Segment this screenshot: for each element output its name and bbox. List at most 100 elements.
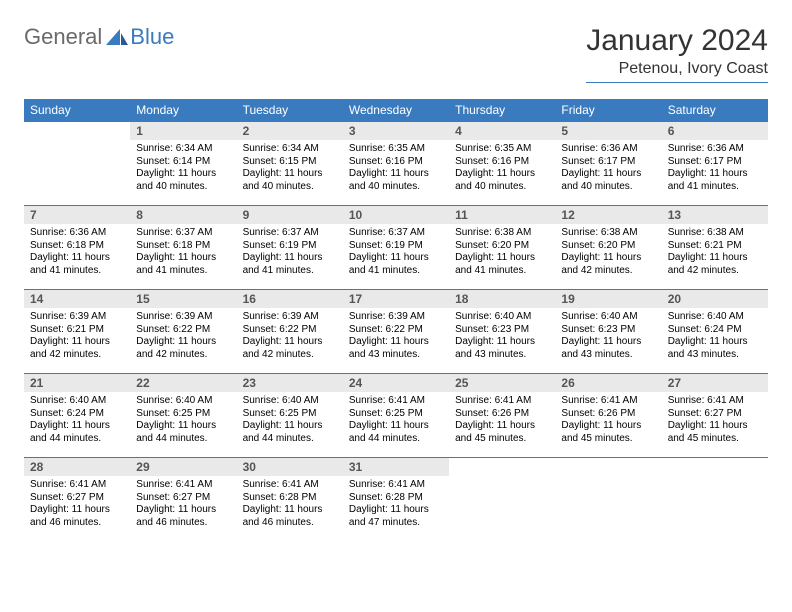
header: General Blue January 2024 Petenou, Ivory… [24, 24, 768, 83]
calendar-cell: 11Sunrise: 6:38 AMSunset: 6:20 PMDayligh… [449, 206, 555, 290]
calendar-cell: 31Sunrise: 6:41 AMSunset: 6:28 PMDayligh… [343, 458, 449, 542]
day-d2: and 43 minutes. [668, 349, 762, 362]
day-number: 27 [662, 374, 768, 392]
weekday-row: Sunday Monday Tuesday Wednesday Thursday… [24, 99, 768, 122]
calendar-cell: 30Sunrise: 6:41 AMSunset: 6:28 PMDayligh… [237, 458, 343, 542]
day-content: Sunrise: 6:41 AMSunset: 6:27 PMDaylight:… [24, 476, 130, 533]
calendar-cell: 3Sunrise: 6:35 AMSunset: 6:16 PMDaylight… [343, 122, 449, 206]
day-sunrise: Sunrise: 6:34 AM [136, 143, 230, 156]
day-content: Sunrise: 6:36 AMSunset: 6:18 PMDaylight:… [24, 224, 130, 281]
day-d2: and 41 minutes. [349, 265, 443, 278]
weekday-header: Monday [130, 99, 236, 122]
day-d2: and 42 minutes. [136, 349, 230, 362]
day-number: 16 [237, 290, 343, 308]
day-number: 8 [130, 206, 236, 224]
day-content: Sunrise: 6:40 AMSunset: 6:23 PMDaylight:… [555, 308, 661, 365]
day-d1: Daylight: 11 hours [561, 168, 655, 181]
day-content: Sunrise: 6:38 AMSunset: 6:20 PMDaylight:… [449, 224, 555, 281]
day-d2: and 41 minutes. [668, 181, 762, 194]
day-d1: Daylight: 11 hours [455, 168, 549, 181]
day-d1: Daylight: 11 hours [349, 504, 443, 517]
day-number: 15 [130, 290, 236, 308]
day-d1: Daylight: 11 hours [30, 420, 124, 433]
day-sunset: Sunset: 6:20 PM [455, 240, 549, 253]
day-sunset: Sunset: 6:22 PM [136, 324, 230, 337]
day-d2: and 45 minutes. [455, 433, 549, 446]
day-d1: Daylight: 11 hours [668, 336, 762, 349]
day-sunset: Sunset: 6:16 PM [349, 156, 443, 169]
day-number: 23 [237, 374, 343, 392]
day-sunset: Sunset: 6:19 PM [349, 240, 443, 253]
day-sunrise: Sunrise: 6:39 AM [30, 311, 124, 324]
day-d1: Daylight: 11 hours [668, 252, 762, 265]
day-d2: and 40 minutes. [349, 181, 443, 194]
calendar-cell: 12Sunrise: 6:38 AMSunset: 6:20 PMDayligh… [555, 206, 661, 290]
day-d2: and 42 minutes. [30, 349, 124, 362]
calendar-cell: 15Sunrise: 6:39 AMSunset: 6:22 PMDayligh… [130, 290, 236, 374]
calendar-cell [24, 122, 130, 206]
day-content: Sunrise: 6:40 AMSunset: 6:23 PMDaylight:… [449, 308, 555, 365]
day-content: Sunrise: 6:40 AMSunset: 6:24 PMDaylight:… [24, 392, 130, 449]
brand-logo: General Blue [24, 24, 174, 50]
weekday-header: Friday [555, 99, 661, 122]
day-content: Sunrise: 6:41 AMSunset: 6:28 PMDaylight:… [237, 476, 343, 533]
day-number: 20 [662, 290, 768, 308]
day-d1: Daylight: 11 hours [30, 504, 124, 517]
day-sunrise: Sunrise: 6:38 AM [561, 227, 655, 240]
day-sunrise: Sunrise: 6:35 AM [455, 143, 549, 156]
day-d1: Daylight: 11 hours [243, 504, 337, 517]
brand-blue: Blue [130, 24, 174, 50]
day-number: 31 [343, 458, 449, 476]
day-sunset: Sunset: 6:14 PM [136, 156, 230, 169]
day-content: Sunrise: 6:41 AMSunset: 6:28 PMDaylight:… [343, 476, 449, 533]
day-sunset: Sunset: 6:21 PM [668, 240, 762, 253]
day-d1: Daylight: 11 hours [349, 420, 443, 433]
day-sunrise: Sunrise: 6:41 AM [349, 479, 443, 492]
day-d1: Daylight: 11 hours [561, 252, 655, 265]
day-sunset: Sunset: 6:23 PM [561, 324, 655, 337]
day-sunrise: Sunrise: 6:38 AM [668, 227, 762, 240]
calendar-cell: 2Sunrise: 6:34 AMSunset: 6:15 PMDaylight… [237, 122, 343, 206]
day-content: Sunrise: 6:41 AMSunset: 6:26 PMDaylight:… [555, 392, 661, 449]
calendar-week: 14Sunrise: 6:39 AMSunset: 6:21 PMDayligh… [24, 290, 768, 374]
day-number: 2 [237, 122, 343, 140]
day-sunrise: Sunrise: 6:38 AM [455, 227, 549, 240]
day-number: 29 [130, 458, 236, 476]
day-sunset: Sunset: 6:26 PM [561, 408, 655, 421]
day-sunset: Sunset: 6:27 PM [30, 492, 124, 505]
calendar-cell: 18Sunrise: 6:40 AMSunset: 6:23 PMDayligh… [449, 290, 555, 374]
day-d2: and 41 minutes. [243, 265, 337, 278]
day-sunset: Sunset: 6:25 PM [349, 408, 443, 421]
day-number: 21 [24, 374, 130, 392]
day-content: Sunrise: 6:40 AMSunset: 6:25 PMDaylight:… [130, 392, 236, 449]
day-number: 18 [449, 290, 555, 308]
day-d2: and 41 minutes. [136, 265, 230, 278]
calendar-cell: 6Sunrise: 6:36 AMSunset: 6:17 PMDaylight… [662, 122, 768, 206]
calendar-cell: 1Sunrise: 6:34 AMSunset: 6:14 PMDaylight… [130, 122, 236, 206]
day-d2: and 40 minutes. [243, 181, 337, 194]
calendar-cell: 25Sunrise: 6:41 AMSunset: 6:26 PMDayligh… [449, 374, 555, 458]
day-number: 30 [237, 458, 343, 476]
day-sunrise: Sunrise: 6:39 AM [243, 311, 337, 324]
day-sunrise: Sunrise: 6:40 AM [455, 311, 549, 324]
calendar-cell: 5Sunrise: 6:36 AMSunset: 6:17 PMDaylight… [555, 122, 661, 206]
day-d1: Daylight: 11 hours [136, 252, 230, 265]
day-sunset: Sunset: 6:19 PM [243, 240, 337, 253]
day-sunset: Sunset: 6:25 PM [243, 408, 337, 421]
day-d2: and 45 minutes. [668, 433, 762, 446]
day-sunset: Sunset: 6:17 PM [561, 156, 655, 169]
day-number: 10 [343, 206, 449, 224]
day-sunrise: Sunrise: 6:41 AM [455, 395, 549, 408]
day-sunset: Sunset: 6:21 PM [30, 324, 124, 337]
day-content: Sunrise: 6:38 AMSunset: 6:21 PMDaylight:… [662, 224, 768, 281]
day-d2: and 40 minutes. [561, 181, 655, 194]
day-sunrise: Sunrise: 6:39 AM [349, 311, 443, 324]
day-content: Sunrise: 6:40 AMSunset: 6:25 PMDaylight:… [237, 392, 343, 449]
day-content: Sunrise: 6:41 AMSunset: 6:27 PMDaylight:… [130, 476, 236, 533]
weekday-header: Saturday [662, 99, 768, 122]
day-sunrise: Sunrise: 6:35 AM [349, 143, 443, 156]
calendar-cell: 26Sunrise: 6:41 AMSunset: 6:26 PMDayligh… [555, 374, 661, 458]
calendar-cell: 16Sunrise: 6:39 AMSunset: 6:22 PMDayligh… [237, 290, 343, 374]
day-d2: and 42 minutes. [243, 349, 337, 362]
day-d1: Daylight: 11 hours [243, 336, 337, 349]
